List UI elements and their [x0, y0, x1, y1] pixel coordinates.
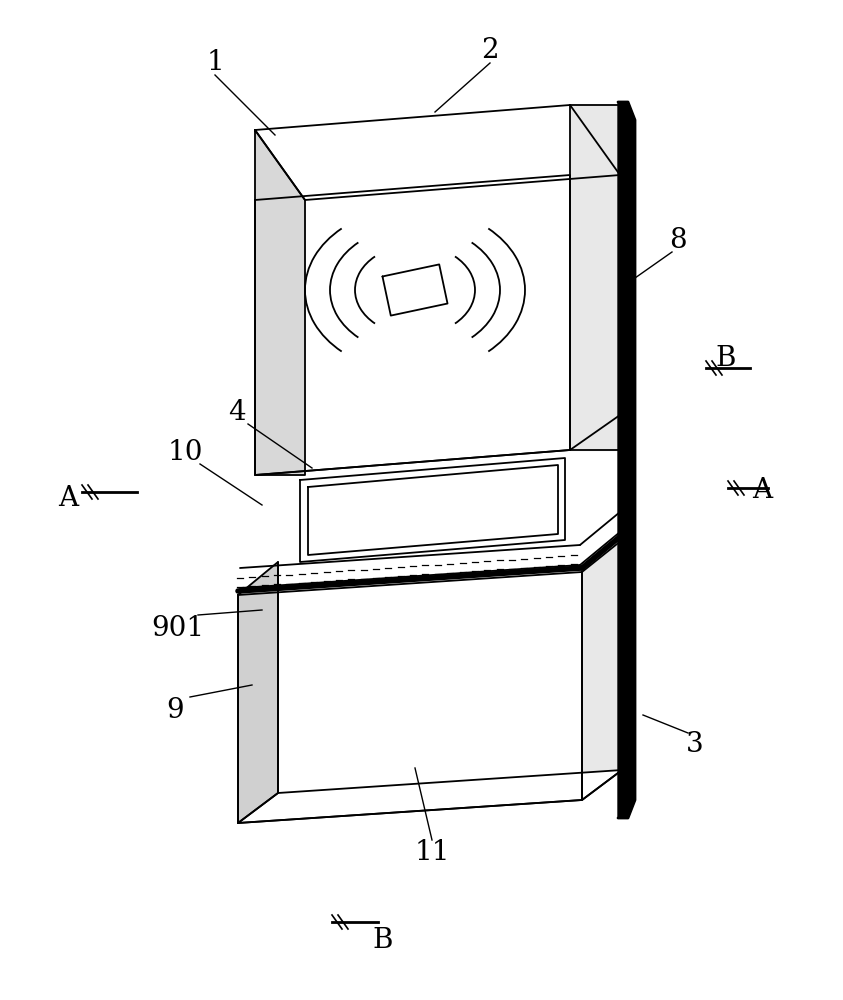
Text: 9: 9 [166, 696, 184, 724]
Text: 10: 10 [167, 440, 203, 466]
Text: A: A [752, 477, 772, 504]
Polygon shape [570, 105, 620, 450]
Polygon shape [238, 572, 582, 823]
Polygon shape [255, 105, 620, 200]
Text: 4: 4 [228, 398, 246, 426]
Text: B: B [373, 926, 393, 954]
Polygon shape [238, 562, 278, 823]
Polygon shape [582, 540, 622, 800]
Polygon shape [255, 175, 570, 475]
Text: 3: 3 [686, 732, 704, 758]
Polygon shape [238, 770, 622, 823]
Text: 2: 2 [481, 36, 499, 64]
Text: A: A [58, 485, 78, 512]
Text: 11: 11 [414, 840, 450, 866]
Polygon shape [255, 130, 305, 475]
Text: 8: 8 [669, 227, 687, 253]
Polygon shape [618, 102, 635, 818]
Text: B: B [716, 344, 736, 371]
Text: 1: 1 [207, 48, 224, 76]
Text: 901: 901 [152, 614, 205, 642]
